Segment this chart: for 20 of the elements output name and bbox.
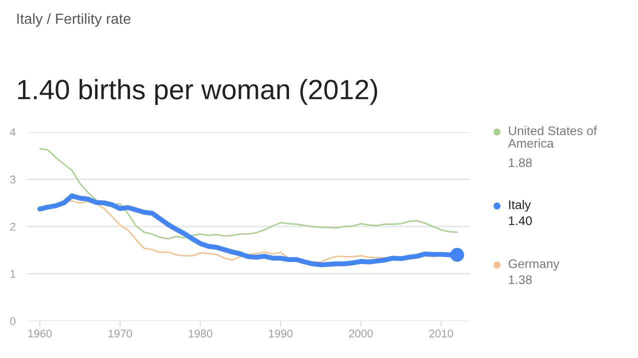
- y-tick-label: 2: [10, 222, 16, 231]
- y-tick-label: 3: [10, 176, 16, 184]
- x-tick-label: 1980: [188, 330, 212, 338]
- chart-subtitle: Italy / Fertility rate: [17, 13, 130, 27]
- legend-label: Germany: [508, 259, 560, 271]
- y-tick-label: 4: [10, 128, 16, 136]
- y-tick-label: 0: [10, 317, 16, 326]
- x-tick-label: 2010: [429, 330, 454, 338]
- legend-label: Italy: [509, 200, 531, 212]
- x-tick-label: 1960: [28, 330, 52, 338]
- x-tick-label: 2000: [349, 330, 373, 338]
- chart-title: 1.40 births per woman (2012): [18, 79, 378, 105]
- x-tick-label: 1990: [269, 330, 293, 338]
- legend-label: United States of America: [508, 126, 597, 148]
- text: 1.88: [508, 158, 532, 168]
- text: 1.40: [508, 216, 532, 226]
- line-series: [39, 148, 458, 240]
- x-tick-label: 1970: [108, 330, 132, 338]
- y-tick-label: 1: [10, 270, 16, 278]
- text: 1.38: [508, 275, 532, 284]
